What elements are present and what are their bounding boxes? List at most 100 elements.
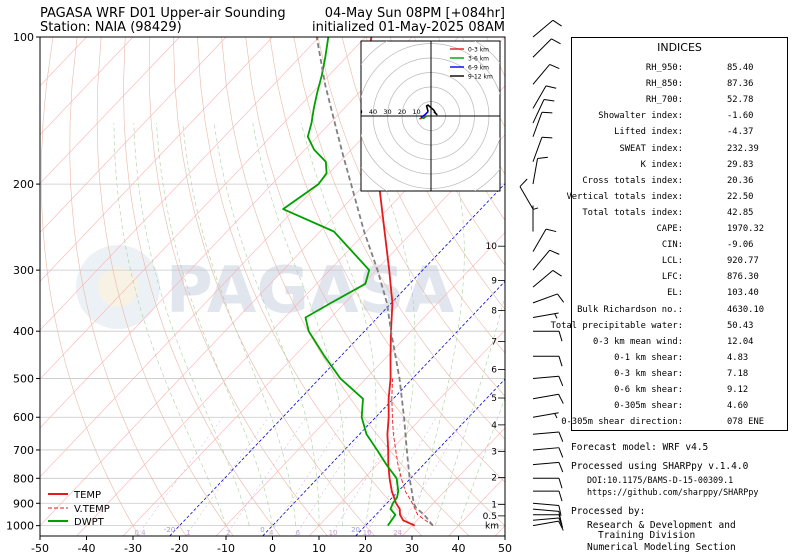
wind-barb-shaft bbox=[532, 375, 559, 380]
processed-by-text: Processed by: bbox=[571, 506, 646, 517]
y-tick-label: 600 bbox=[13, 411, 34, 424]
wind-barb-shaft bbox=[532, 447, 559, 451]
height-axis-label: km bbox=[485, 522, 499, 532]
wind-barb-flag bbox=[551, 38, 561, 45]
index-value: -9.06 bbox=[727, 240, 754, 251]
x-tick-label: 0 bbox=[269, 542, 276, 555]
mixing-ratio-line bbox=[185, 417, 269, 536]
mixing-ratio-label: 0.4 bbox=[134, 529, 146, 537]
x-tick-label: -20 bbox=[171, 542, 189, 555]
wind-barb-shaft bbox=[532, 520, 559, 527]
series-line-dwpt bbox=[282, 37, 400, 527]
wind-barb bbox=[532, 375, 564, 387]
title-right-1: 04-May Sun 08PM [+084hr] bbox=[324, 6, 505, 21]
dry-adiabat-line bbox=[221, 37, 470, 536]
height-tick-label: 7 bbox=[491, 338, 497, 348]
isotherm-line bbox=[40, 37, 273, 282]
index-label: RH_850: bbox=[645, 79, 683, 90]
height-tick-label: 0.5 bbox=[483, 512, 497, 522]
dry-adiabat-line bbox=[40, 37, 140, 536]
wind-barb-shaft bbox=[532, 502, 559, 507]
indices-row: 0-3 km mean wind: 12.04 bbox=[572, 337, 787, 353]
index-label: Cross totals index: bbox=[582, 175, 683, 186]
index-value: 29.83 bbox=[727, 159, 754, 170]
dry-adiabat-line bbox=[317, 37, 505, 397]
wind-barb-flag bbox=[537, 156, 548, 159]
index-value: -4.37 bbox=[727, 127, 754, 138]
hodograph-legend-label: 3-6 km bbox=[468, 56, 489, 63]
wind-barb bbox=[532, 393, 564, 404]
wind-barbs bbox=[519, 19, 565, 531]
index-value: 52.78 bbox=[727, 95, 754, 106]
isotherm-line bbox=[401, 427, 505, 536]
indices-row: RH_950: 85.40 bbox=[572, 63, 787, 79]
processed-using-text: Processed using SHARPpy v.1.4.0 bbox=[571, 461, 749, 472]
index-label: 0-3 km mean wind: bbox=[592, 336, 683, 347]
wind-barb bbox=[533, 490, 563, 502]
y-tick-label: 900 bbox=[13, 497, 34, 510]
isotherm-line bbox=[40, 37, 227, 233]
wind-barb-flag bbox=[552, 19, 562, 27]
wind-barb bbox=[532, 293, 565, 304]
mixing-ratio-line bbox=[364, 417, 437, 536]
indices-row: SWEAT index: 232.39 bbox=[572, 144, 787, 160]
dry-adiabat-line bbox=[293, 37, 505, 440]
legend-label-temp: TEMP bbox=[73, 490, 101, 501]
wind-barb bbox=[532, 136, 553, 162]
wind-barb-flag bbox=[558, 331, 563, 342]
isotherm-label: -20 bbox=[164, 526, 175, 534]
index-value: 103.40 bbox=[727, 288, 759, 299]
wind-barb-flag bbox=[558, 478, 563, 489]
indices-row: K index: 29.83 bbox=[572, 160, 787, 176]
height-tick-label: 5 bbox=[491, 394, 497, 404]
wind-barb bbox=[532, 249, 560, 271]
watermark-text: PAGASA bbox=[166, 254, 455, 328]
wind-barb-shaft bbox=[532, 270, 554, 288]
dry-adiabat-line bbox=[197, 37, 423, 536]
index-value: 876.30 bbox=[727, 272, 759, 283]
wind-barb-shaft bbox=[532, 461, 559, 466]
wind-barb bbox=[533, 355, 563, 367]
indices-row: Cross totals index: 20.36 bbox=[572, 176, 787, 192]
wind-barb-flag bbox=[543, 98, 555, 102]
wind-barb-shaft bbox=[532, 137, 543, 162]
wind-barb-flag bbox=[558, 376, 564, 387]
x-tick-label: -30 bbox=[124, 542, 142, 555]
isotherm-line bbox=[40, 37, 41, 38]
wind-barb-flag bbox=[549, 63, 560, 70]
index-value: 4630.10 bbox=[727, 304, 765, 315]
wind-barb-flag bbox=[541, 136, 553, 139]
title-right-2: initialized 01-May-2025 08AM bbox=[311, 20, 505, 35]
legend-label-vtemp: V.TEMP bbox=[74, 504, 110, 515]
wind-barb-flag bbox=[545, 85, 557, 89]
x-tick-label: 10 bbox=[312, 542, 326, 555]
wind-barb bbox=[532, 508, 562, 522]
wind-barb bbox=[532, 517, 564, 528]
index-label: 0-305m shear: bbox=[614, 401, 683, 412]
legend-label-dwpt: DWPT bbox=[74, 517, 105, 528]
index-value: 4.60 bbox=[727, 401, 749, 412]
mixing-ratio-label: 2 bbox=[226, 529, 230, 537]
moist-adiabat-line bbox=[252, 122, 345, 526]
indices-row: EL: 103.40 bbox=[572, 288, 787, 304]
wind-barb-flag bbox=[558, 491, 563, 502]
wind-barb-shaft bbox=[532, 19, 554, 38]
wind-barb bbox=[532, 312, 559, 319]
index-label: LCL: bbox=[661, 256, 683, 267]
hodograph-axis-label: 40 bbox=[369, 108, 377, 116]
index-value: 85.40 bbox=[727, 63, 754, 73]
x-tick-label: 30 bbox=[405, 542, 419, 555]
index-label: K index: bbox=[640, 159, 683, 170]
dry-adiabat-line bbox=[341, 37, 505, 354]
wind-barb bbox=[532, 502, 562, 516]
wind-barb-shaft bbox=[532, 293, 558, 304]
wind-barb bbox=[532, 156, 548, 185]
index-label: Total totals index: bbox=[582, 207, 683, 218]
index-value: -1.60 bbox=[727, 111, 754, 122]
height-tick-label: 8 bbox=[491, 307, 497, 317]
mixing-ratio-label: 4 bbox=[269, 529, 274, 537]
index-label: CAPE: bbox=[656, 224, 683, 234]
indices-row: Total totals index: 42.85 bbox=[572, 208, 787, 224]
hodograph-axis-label: 50 bbox=[354, 108, 362, 116]
index-value: 50.43 bbox=[727, 320, 754, 331]
